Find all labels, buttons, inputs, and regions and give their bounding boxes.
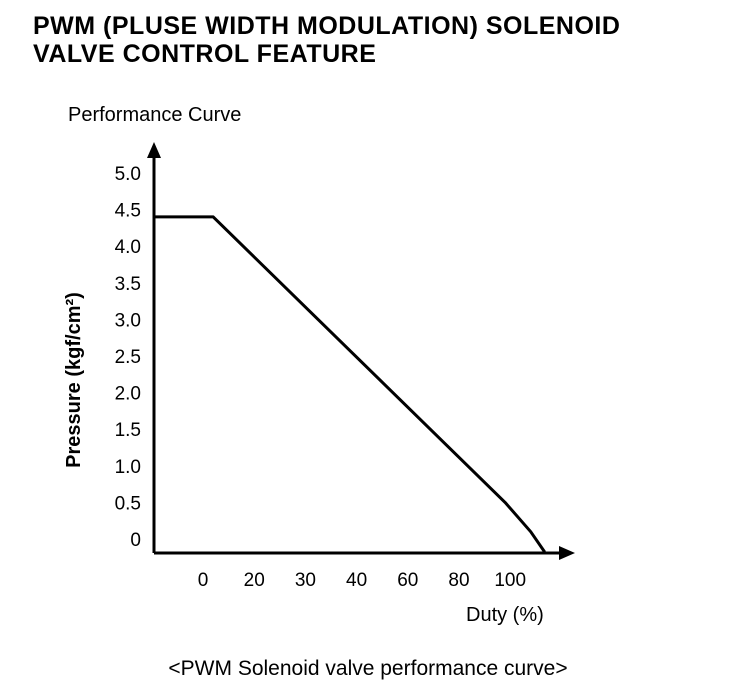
x-tick-label: 100 (494, 570, 526, 591)
y-tick-label: 1.5 (115, 420, 141, 441)
y-tick-label: 2.5 (115, 347, 141, 368)
y-axis-arrow (147, 142, 161, 158)
x-tick-label: 30 (295, 570, 316, 591)
chart-caption: <PWM Solenoid valve performance curve> (168, 657, 568, 680)
title-line-2: VALVE CONTROL FEATURE (33, 40, 377, 68)
x-axis-ticks: 0 20 30 40 60 80 100 (198, 570, 526, 591)
data-series (154, 215, 546, 553)
x-tick-label: 0 (198, 570, 209, 591)
y-tick-label: 3.0 (115, 310, 141, 331)
x-axis-arrow (559, 546, 575, 560)
y-tick-label: 2.0 (115, 384, 141, 405)
x-tick-label: 80 (448, 570, 469, 591)
title-line-1: PWM (PLUSE WIDTH MODULATION) SOLENOID (33, 12, 621, 40)
y-tick-label: 0 (130, 530, 141, 551)
x-tick-label: 60 (397, 570, 418, 591)
x-tick-label: 40 (346, 570, 367, 591)
y-tick-label: 4.0 (115, 237, 141, 258)
pressure-curve-line (154, 215, 546, 553)
axes (147, 142, 575, 560)
y-tick-label: 0.5 (115, 493, 141, 514)
x-axis-label: Duty (%) (466, 604, 544, 626)
x-tick-label: 20 (244, 570, 265, 591)
chart-heading: Performance Curve (68, 104, 241, 126)
y-axis-ticks: 0 0.5 1.0 1.5 2.0 2.5 3.0 3.5 4.0 4.5 5.0 (115, 164, 141, 551)
y-tick-label: 1.0 (115, 457, 141, 478)
y-tick-label: 5.0 (115, 164, 141, 185)
y-axis-label: Pressure (kgf/cm²) (63, 292, 85, 468)
y-tick-label: 3.5 (115, 274, 141, 295)
y-tick-label: 4.5 (115, 201, 141, 222)
chart-title: PWM (PLUSE WIDTH MODULATION) SOLENOID VA… (33, 12, 723, 68)
